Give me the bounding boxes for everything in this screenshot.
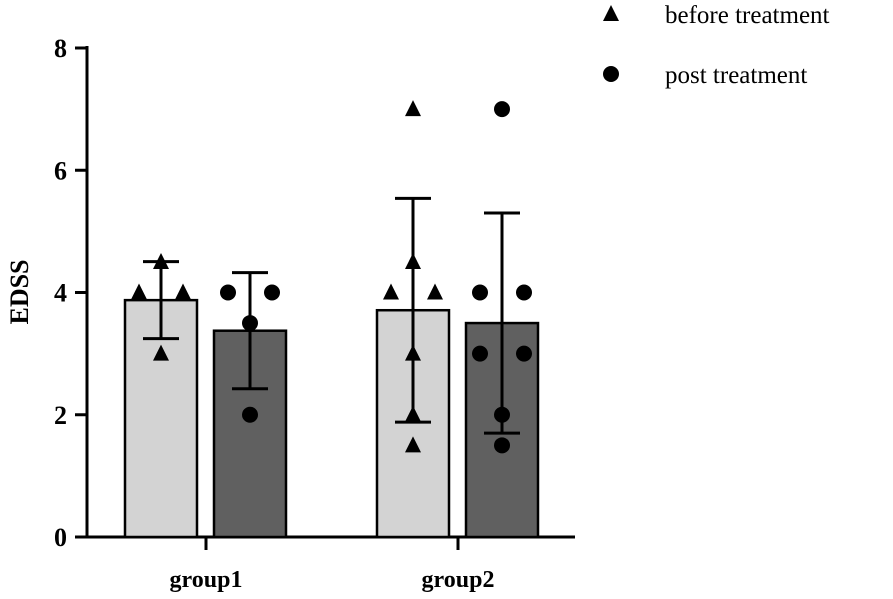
data-point — [516, 345, 532, 362]
bar-post-treatment — [212, 329, 288, 539]
data-point — [427, 283, 443, 300]
y-axis-label: EDSS — [5, 259, 34, 324]
y-tick-label: 0 — [54, 523, 67, 552]
legend-label: post treatment — [665, 62, 807, 89]
y-tick-label: 2 — [54, 401, 67, 430]
data-point — [405, 436, 421, 453]
data-point — [494, 437, 510, 454]
data-point — [405, 100, 421, 117]
data-point — [516, 284, 532, 301]
data-point — [494, 101, 510, 118]
data-point — [383, 283, 399, 300]
data-point — [264, 284, 280, 301]
data-point — [220, 284, 236, 301]
data-point — [175, 283, 191, 300]
y-tick-label: 8 — [54, 34, 67, 63]
x-tick-label: group1 — [170, 567, 243, 593]
x-tick-label: group2 — [422, 567, 495, 593]
y-tick-label: 4 — [54, 279, 67, 308]
data-point — [153, 344, 169, 361]
data-point — [472, 284, 488, 301]
legend-label: before treatment — [665, 2, 830, 29]
y-tick-label: 6 — [54, 156, 67, 185]
data-point — [472, 345, 488, 362]
data-point — [131, 283, 147, 300]
legend-marker-circle-icon — [603, 66, 619, 82]
legend-marker-triangle-icon — [603, 5, 619, 21]
data-point — [242, 406, 258, 423]
